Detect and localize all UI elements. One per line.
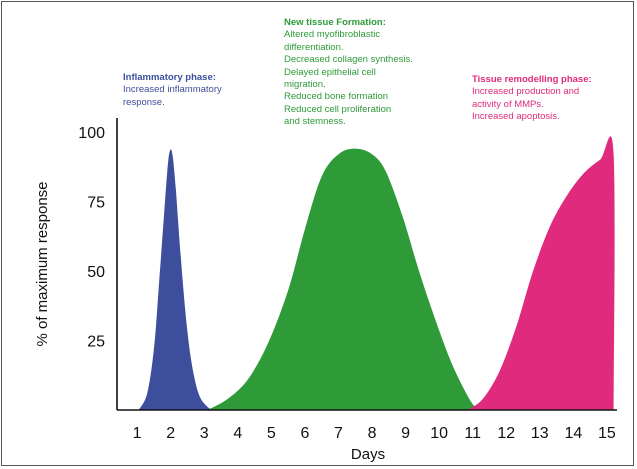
annotation-line: Decreased collagen synthesis. [284,54,413,66]
area-series-3 [467,136,615,411]
y-tick-label: 50 [87,264,105,281]
area-series-1 [138,149,211,410]
x-tick-label: 2 [166,425,175,442]
x-tick-label: 1 [133,425,142,442]
annotation-line: Increased apoptosis. [472,111,560,123]
x-tick-label: 12 [497,425,515,442]
annotation-inflammatory-phase: Inflammatory phase: Increased inflammato… [123,72,222,109]
annotation-title: Inflammatory phase: [123,72,216,83]
y-tick-label: 25 [87,333,105,350]
x-tick-label: 4 [233,425,242,442]
x-tick-label: 5 [267,425,276,442]
x-tick-label: 14 [564,425,582,442]
annotation-line: and stemness. [284,116,346,128]
x-tick-labels: 1 2 3 4 5 6 7 8 9 10 11 12 13 14 15 [133,425,616,442]
annotation-tissue-remodelling-phase: Tissue remodelling phase: Increased prod… [472,74,592,124]
x-tick-label: 7 [334,425,343,442]
annotation-line: Reduced bone formation [284,91,389,103]
annotation-line: Increased inflammatory [123,84,222,96]
chart-areas [138,136,615,411]
x-tick-label: 11 [464,425,481,442]
annotation-line: response. [123,96,165,108]
y-axis-label: % of maximum response [34,181,51,346]
y-tick-label: 100 [78,125,105,142]
annotation-title: Tissue remodelling phase: [472,74,592,85]
x-tick-label: 8 [368,425,377,442]
area-series-2 [207,148,478,410]
annotation-new-tissue-formation: New tissue Formation: Altered myofibrobl… [284,17,413,129]
x-axis-label: Days [351,446,385,463]
x-tick-label: 13 [531,425,549,442]
x-tick-label: 15 [598,425,616,442]
annotation-line: activity of MMPs. [472,98,544,110]
x-tick-label: 3 [200,425,209,442]
annotation-line: Reduced cell proliferation [284,103,392,115]
annotation-line: differentiation. [284,41,344,53]
annotation-title: New tissue Formation: [284,17,386,28]
x-tick-label: 9 [401,425,410,442]
annotation-line: Increased production and [472,86,580,98]
annotation-line: migration. [284,79,326,91]
x-tick-label: 6 [300,425,309,442]
annotation-line: Delayed epithelial cell [284,66,376,78]
x-tick-label: 10 [430,425,448,442]
y-tick-label: 75 [87,194,105,211]
y-tick-labels: 25 50 75 100 [78,125,105,351]
annotation-line: Altered myofibroblastic [284,29,381,41]
